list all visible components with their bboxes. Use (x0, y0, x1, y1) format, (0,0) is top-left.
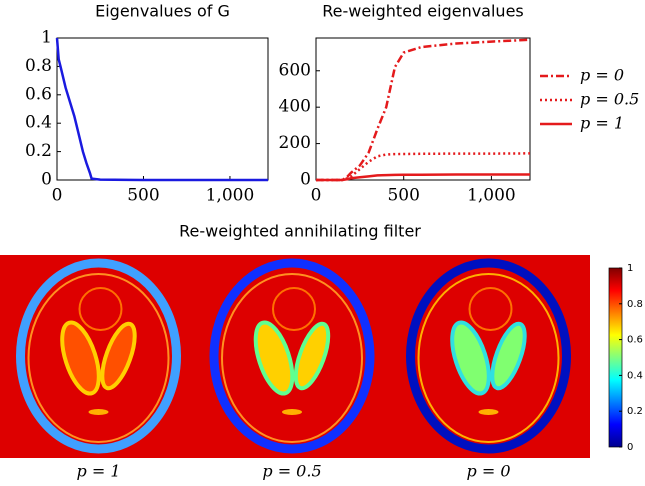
image-background (197, 255, 387, 458)
legend-label: p = 0.5 (580, 90, 639, 109)
colorbar-tick-label: 0.6 (627, 335, 643, 346)
y-tick-label: 1 (41, 28, 52, 48)
filter-image (387, 255, 590, 458)
panel-label: p = 0 (467, 462, 511, 481)
y-tick-label: 0 (41, 170, 52, 190)
top-circle (272, 287, 316, 331)
inner-ring (221, 273, 363, 443)
y-tick-label: 0.2 (25, 141, 52, 161)
y-tick-label: 400 (279, 97, 311, 117)
chart-title: Re-weighted eigenvalues (322, 2, 524, 21)
colorbar (608, 267, 623, 448)
inner-ring (27, 273, 170, 443)
colorbar-tick-label: 0.2 (627, 406, 643, 417)
plot-frame (56, 37, 269, 181)
y-tick-label: 0.4 (25, 113, 52, 133)
y-tick-label: 600 (279, 60, 311, 80)
filter-image (0, 255, 197, 458)
x-tick-label: 0 (311, 186, 322, 206)
chart-title: Eigenvalues of G (95, 2, 230, 21)
bottom-spot (478, 409, 499, 415)
x-tick-label: 500 (127, 186, 159, 206)
chart-title: Re-weighted annihilating filter (179, 222, 421, 241)
x-tick-label: 0 (52, 186, 63, 206)
colorbar-tick-label: 1 (627, 263, 633, 274)
data-line (316, 173, 530, 182)
y-tick-label: 200 (279, 133, 311, 153)
legend-label: p = 1 (580, 114, 624, 133)
outer-ring (16, 258, 181, 454)
y-tick-label: 0 (300, 170, 311, 190)
legend-label: p = 0 (580, 66, 624, 85)
colorbar-tick-label: 0.4 (627, 370, 643, 381)
right-lobe (293, 321, 331, 391)
image-background (387, 255, 590, 458)
panel-label: p = 0.5 (262, 462, 321, 481)
right-lobe (100, 321, 137, 391)
top-circle (468, 287, 513, 331)
data-line (55, 37, 268, 182)
left-lobe (60, 320, 101, 396)
data-line (316, 38, 531, 182)
y-tick-label: 0.8 (25, 56, 52, 76)
left-lobe (450, 320, 491, 396)
inner-ring (417, 273, 560, 443)
image-background (0, 255, 197, 458)
right-lobe (490, 321, 527, 391)
x-tick-label: 1,000 (206, 186, 255, 206)
panel-label: p = 1 (77, 462, 121, 481)
y-tick-label: 0.6 (25, 84, 52, 104)
outer-ring (406, 258, 571, 454)
x-tick-label: 500 (387, 186, 419, 206)
colorbar-tick-label: 0.8 (627, 299, 643, 310)
bottom-spot (282, 409, 302, 415)
outer-ring (209, 258, 375, 454)
bottom-spot (88, 409, 109, 415)
plot-frame (315, 37, 531, 181)
colorbar-tick-label: 0 (627, 442, 633, 453)
top-circle (78, 287, 123, 331)
filter-image (197, 255, 387, 458)
x-tick-label: 1,000 (467, 186, 516, 206)
left-lobe (253, 320, 295, 396)
